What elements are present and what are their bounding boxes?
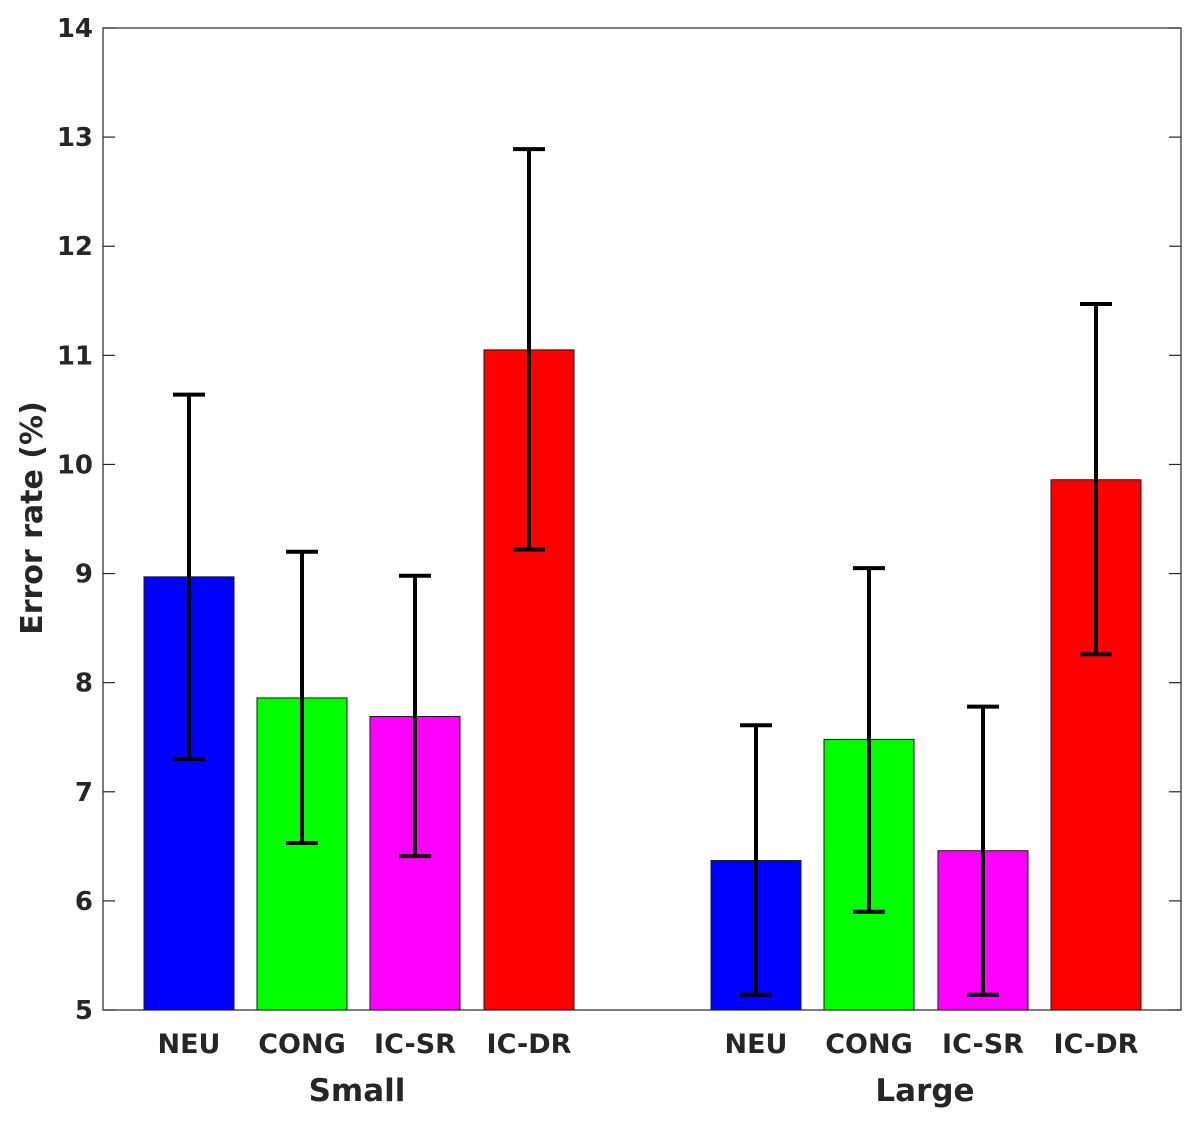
x-category-label: IC-SR [374, 1029, 456, 1060]
x-category-label: NEU [158, 1029, 221, 1060]
y-tick-label: 9 [75, 560, 93, 590]
y-tick-label: 5 [75, 996, 93, 1026]
y-tick-label: 12 [57, 232, 93, 262]
x-axis-labels: NEU CONG IC-SR IC-DR Small NEU CONG IC-SR IC-DR L… [158, 1029, 1139, 1109]
y-tick-label: 10 [57, 450, 93, 480]
y-axis-title: Error rate (%) [15, 401, 50, 635]
x-category-label: IC-DR [1054, 1029, 1139, 1060]
y-axis-ticks: 5 6 7 8 9 10 11 12 13 14 [57, 14, 1181, 1026]
x-category-label: NEU [725, 1029, 788, 1060]
x-category-label: IC-SR [942, 1029, 1024, 1060]
y-tick-label: 7 [75, 778, 93, 808]
y-tick-label: 13 [57, 123, 93, 153]
x-category-label: IC-DR [487, 1029, 572, 1060]
bars [143, 349, 1142, 1011]
error-bars [173, 147, 1112, 997]
plot-frame [102, 27, 1182, 1011]
y-tick-label: 6 [75, 887, 93, 917]
x-group-label: Large [875, 1073, 974, 1109]
x-category-label: CONG [825, 1029, 913, 1060]
x-category-label: CONG [258, 1029, 346, 1060]
axes-box [102, 27, 1182, 1011]
y-tick-label: 11 [57, 341, 93, 371]
y-tick-label: 14 [57, 14, 93, 44]
x-group-label: Small [309, 1073, 406, 1109]
y-tick-label: 8 [75, 669, 93, 699]
